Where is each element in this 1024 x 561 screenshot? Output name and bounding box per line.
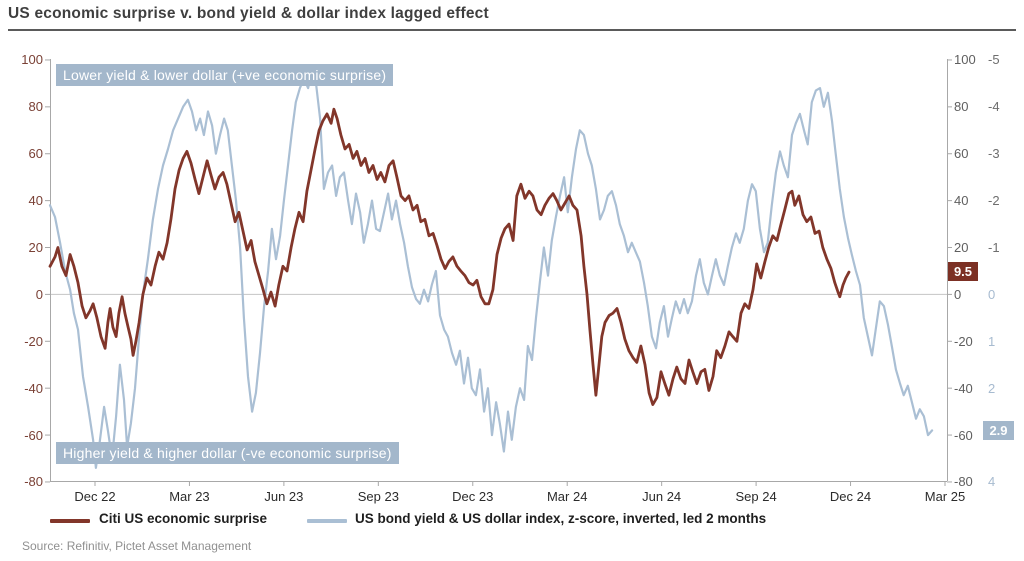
x-tick-label: Jun 24 [642,489,682,504]
y-right-primary-tick-label: 100 [954,52,976,68]
last-value-badge-economic-surprise: 9.5 [948,262,978,281]
y-left-tick-label: -40 [24,380,43,396]
x-tick-label: Jun 23 [264,489,304,504]
y-right-primary-tick-label: -60 [954,427,973,443]
y-right-primary-tick-label: 40 [954,193,969,209]
legend-label-economic-surprise: Citi US economic surprise [99,511,268,526]
y-right-secondary-tick-label: 2 [988,380,996,396]
y-left-tick-label: -20 [24,333,43,349]
x-tick-label: Dec 24 [829,489,872,504]
source-note: Source: Refinitiv, Pictet Asset Manageme… [22,539,252,553]
legend: Citi US economic surprise US bond yield … [0,508,1024,532]
y-right-secondary-tick-label: -2 [988,193,1000,209]
y-right-primary-tick-label: 80 [954,99,969,115]
x-tick-label: Sep 23 [357,489,399,504]
series-line-bond-dollar [48,70,934,469]
series-line-economic-surprise [48,107,851,407]
x-tick-label: Dec 23 [452,489,494,504]
y-right-secondary-tick-label: 4 [988,474,996,490]
y-right-secondary-tick-label: 0 [988,286,996,302]
y-right-secondary-tick-label: 1 [988,333,996,349]
y-left-tick-label: 100 [21,52,43,68]
y-right-secondary-tick-label: -1 [988,240,1000,255]
x-tick-label: Sep 24 [735,489,777,504]
x-tick-label: Mar 24 [546,489,588,504]
y-right-primary-tick-label: 0 [954,286,962,302]
annotation-bottom-band: Higher yield & higher dollar (-ve econom… [56,442,399,464]
y-left-tick-label: 40 [28,193,43,209]
y-left-tick-label: -80 [24,474,43,490]
y-left-tick-label: 20 [28,240,43,255]
y-right-secondary-tick-label: -3 [988,146,1000,162]
x-tick-label: Mar 25 [924,489,966,504]
legend-swatch-economic-surprise [50,519,90,523]
y-right-primary-tick-label: -20 [954,333,973,349]
x-tick-label: Dec 22 [74,489,116,504]
y-right-secondary-tick-label: -5 [988,52,1000,68]
legend-swatch-bond-dollar [307,519,347,523]
legend-label-bond-dollar: US bond yield & US dollar index, z-score… [355,511,767,526]
y-left-tick-label: 0 [35,286,43,302]
y-right-primary-tick-label: -40 [954,380,973,396]
y-left-tick-label: 80 [28,99,43,115]
annotation-top-band: Lower yield & lower dollar (+ve economic… [56,64,394,86]
y-left-tick-label: 60 [28,146,43,162]
page-title: US economic surprise v. bond yield & dol… [8,5,489,22]
y-right-primary-tick-label: 20 [954,240,969,255]
y-left-tick-label: -60 [24,427,43,443]
x-tick-label: Mar 23 [169,489,210,504]
y-right-primary-tick-label: 60 [954,146,969,162]
y-right-secondary-tick-label: -4 [988,99,1000,115]
title-rule [8,29,1016,31]
y-right-primary-tick-label: -80 [954,474,973,490]
last-value-badge-bond-dollar: 2.9 [983,421,1014,440]
